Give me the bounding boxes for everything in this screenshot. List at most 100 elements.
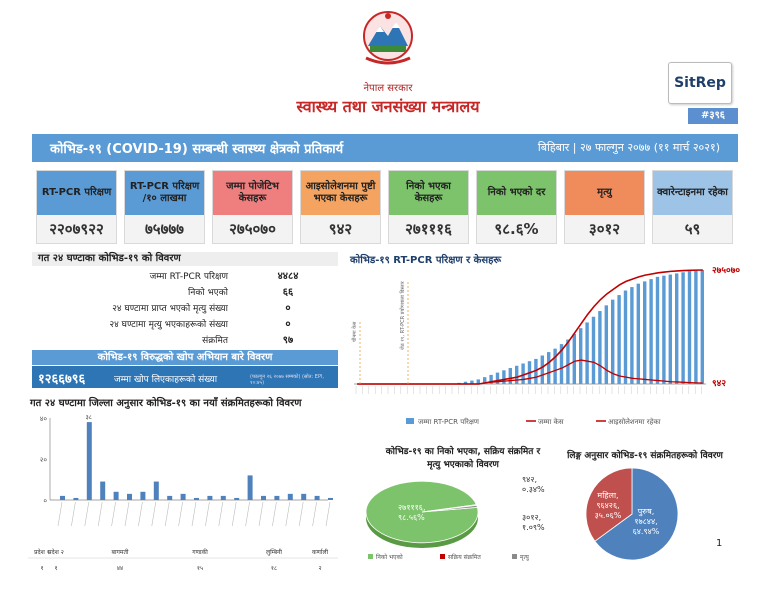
stat-card-label: जम्मा पोजेटिभ केसहरू xyxy=(213,171,292,215)
test-bar xyxy=(566,339,570,384)
test-bar xyxy=(655,276,660,384)
y-tick-label: २० xyxy=(40,456,48,464)
province-total: १५ xyxy=(197,565,203,572)
province-label: कर्णाली xyxy=(312,548,329,556)
district-tick xyxy=(205,501,210,527)
test-bar xyxy=(470,380,474,384)
district-tick xyxy=(151,501,157,527)
stat-card: निको भएको दर ९८.६% xyxy=(476,170,557,244)
test-bar xyxy=(502,370,506,384)
sitrep-number-badge: #३९६ xyxy=(688,108,738,124)
district-tick xyxy=(258,501,264,527)
peak-value-label: ३८ xyxy=(86,414,92,421)
sitrep-logo: SitRep xyxy=(668,62,732,104)
province-total: १ xyxy=(40,565,43,572)
stat-card-value: २७५०७० xyxy=(213,215,292,243)
legend-label: निको भएको xyxy=(376,553,403,561)
district-bar xyxy=(287,493,293,500)
test-bar xyxy=(694,270,698,384)
test-bar xyxy=(463,381,468,384)
stat-card-value: ९८.६% xyxy=(477,215,556,243)
stat-card-value: ५९ xyxy=(653,215,732,243)
gender-pie: पुरुष,१७८४४,६४.९४% महिला,९६४२६,३५.०६% xyxy=(585,467,679,561)
legend-swatch xyxy=(512,554,517,559)
district-bar xyxy=(100,481,106,500)
y-tick-label: ० xyxy=(43,497,47,505)
last24-row-label: निको भएको xyxy=(188,288,228,298)
legend-label: मृत्यु xyxy=(520,554,530,561)
test-bar xyxy=(604,305,608,384)
total-end-label: २७५०७० xyxy=(712,266,740,276)
test-bar xyxy=(662,275,666,384)
stat-card: निको भएका केसहरू २७१११६ xyxy=(388,170,469,244)
test-bar xyxy=(489,374,493,384)
province-label: प्रदेश २ xyxy=(48,548,64,556)
rtpcr-chart: चीनमा केस जेठ ११, RT-PCR प्रयोगशाला विस्त… xyxy=(351,266,740,426)
district-tick xyxy=(71,501,76,527)
province-label: बागमती xyxy=(112,548,129,556)
report-title: कोभिड-१९ (COVID-19) सम्बन्धी स्वास्थ्य क… xyxy=(50,142,344,157)
last24-row-label: २४ घण्टामा प्राप्त भएको मृत्यु संख्या xyxy=(112,304,228,314)
test-bar xyxy=(534,358,538,384)
test-bar xyxy=(483,377,487,384)
test-bar xyxy=(649,279,653,384)
slice-label: ६४.९४% xyxy=(633,527,660,536)
report-date: बिहिबार | २७ फाल्गुन २०७७ (११ मार्च २०२१… xyxy=(537,141,720,154)
test-bar xyxy=(495,372,500,384)
province-label: प्रदेश १ xyxy=(34,548,50,556)
test-bar xyxy=(623,290,628,384)
district-bar xyxy=(328,497,333,500)
district-tick xyxy=(97,501,103,527)
stat-card: क्वारेन्टाइनमा रहेका ५९ xyxy=(652,170,733,244)
ministry-title: स्वास्थ्य तथा जनसंख्या मन्त्रालय xyxy=(296,97,480,116)
recovery-pie-slice xyxy=(365,480,479,544)
test-bar xyxy=(611,299,615,384)
district-bar xyxy=(234,497,240,500)
test-bar xyxy=(585,322,589,384)
district-bar xyxy=(127,493,132,500)
province-label: लुम्बिनी xyxy=(266,548,282,556)
last24-row-value: ४४८४ xyxy=(277,271,299,282)
test-bar xyxy=(681,272,685,384)
district-bar xyxy=(261,495,266,500)
stat-card: जम्मा पोजेटिभ केसहरू २७५०७० xyxy=(212,170,293,244)
slice-label: ९४२, xyxy=(522,475,537,484)
test-bar xyxy=(572,333,576,384)
test-bar xyxy=(559,344,564,384)
page-number: 1 xyxy=(716,538,723,549)
title-banner: कोभिड-१९ (COVID-19) सम्बन्धी स्वास्थ्य क… xyxy=(32,134,738,162)
district-bar xyxy=(207,495,213,500)
district-tick xyxy=(191,501,197,527)
legend-swatch xyxy=(406,418,414,424)
test-bar xyxy=(521,363,525,384)
test-bar xyxy=(476,379,480,384)
government-label: नेपाल सरकार xyxy=(363,83,413,94)
last24-row: २४ घण्टामा प्राप्त भएको मृत्यु संख्या ० xyxy=(32,300,338,315)
stat-card-label: RT-PCR परिक्षण /१० लाखमा xyxy=(125,171,204,215)
last24-row-label: जम्मा RT-PCR परिक्षण xyxy=(149,272,228,282)
stat-card: RT-PCR परिक्षण २२०७९२२ xyxy=(36,170,117,244)
district-bar xyxy=(153,481,159,500)
district-bar xyxy=(180,493,186,500)
last24-row: जम्मा RT-PCR परिक्षण ४४८४ xyxy=(32,268,338,283)
district-bar xyxy=(167,495,173,500)
district-tick xyxy=(164,501,170,527)
last24-row-value: ० xyxy=(285,303,291,314)
last24-row-label: संक्रमित xyxy=(202,336,228,346)
district-bar xyxy=(73,497,79,500)
district-tick xyxy=(138,501,143,527)
test-bar xyxy=(540,355,544,384)
test-bar xyxy=(675,273,679,384)
slice-label: ३५.०६% xyxy=(595,511,622,520)
rtpcr-chart-title: कोभिड-१९ RT-PCR परिक्षण र केसहरू xyxy=(350,255,502,266)
test-bar xyxy=(617,295,621,384)
test-bar xyxy=(547,352,551,384)
province-total: ४४ xyxy=(117,565,123,572)
test-bar xyxy=(636,283,640,384)
last24-row-value: ९७ xyxy=(282,335,294,346)
test-bar xyxy=(598,311,602,384)
slice-label: पुरुष, xyxy=(638,507,655,517)
stat-card-label: निको भएका केसहरू xyxy=(389,171,468,215)
stat-card: RT-PCR परिक्षण /१० लाखमा ७५७७७ xyxy=(124,170,205,244)
stat-card-value: ७५७७७ xyxy=(125,215,204,243)
